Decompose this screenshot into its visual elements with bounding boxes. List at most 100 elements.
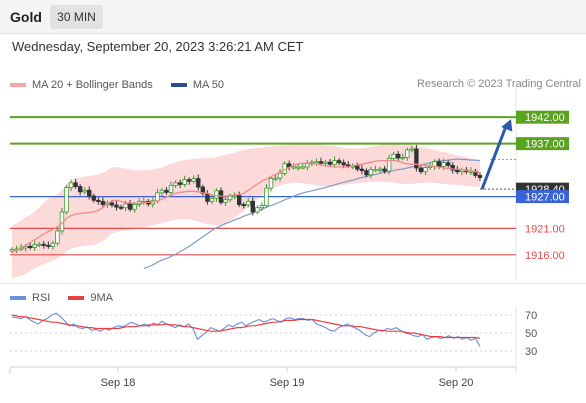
- candle-body: [414, 148, 419, 169]
- candle-body: [382, 168, 387, 172]
- level-tag-1937.00: [516, 137, 569, 151]
- candle-body: [46, 244, 51, 247]
- candle-body: [27, 245, 33, 248]
- candle-body: [164, 189, 169, 193]
- candles: [9, 144, 483, 254]
- candle-body: [9, 249, 15, 252]
- candle-body: [68, 182, 74, 188]
- legend-rsi: RSI: [10, 292, 50, 304]
- candle-body: [127, 203, 133, 210]
- candle-body: [341, 162, 346, 166]
- candle-body: [223, 199, 228, 203]
- rsi-tick-70: 70: [525, 310, 537, 322]
- ma20-swatch: [10, 83, 26, 87]
- candle-body: [391, 153, 396, 159]
- candle-body: [386, 158, 392, 172]
- candle-body: [55, 230, 60, 244]
- candle-body: [37, 243, 42, 246]
- candle-body: [273, 177, 278, 180]
- candle-body: [268, 178, 274, 189]
- candle-body: [441, 162, 446, 167]
- legend-ma50-label: MA 50: [192, 79, 225, 91]
- candle-body: [277, 172, 283, 179]
- candle-body: [205, 193, 210, 202]
- candle-body: [364, 170, 369, 176]
- rsi-legend: RSI 9MA: [10, 291, 128, 304]
- candle-body: [96, 199, 101, 202]
- candle-body: [409, 148, 415, 151]
- candle-body: [32, 244, 37, 248]
- level-label-1921.00: 1921.00: [525, 223, 565, 235]
- candle-body: [450, 164, 455, 171]
- legend-ma20: MA 20 + Bollinger Bands: [10, 79, 153, 91]
- level-label-1937.00: 1937.00: [525, 139, 565, 151]
- projection-arrow-head: [501, 119, 513, 132]
- candle-body: [355, 165, 360, 170]
- level-tag-1942.00: [516, 110, 569, 124]
- candle-body: [423, 167, 428, 173]
- candle-body: [100, 200, 106, 205]
- candle-body: [405, 149, 410, 158]
- rsi-ma-line: [11, 314, 481, 339]
- candle-body: [109, 202, 115, 206]
- candle-body: [168, 185, 174, 193]
- candle-body: [227, 195, 233, 201]
- rsi-tick-50: 50: [525, 328, 537, 340]
- candle-body: [87, 189, 92, 197]
- candle-body: [255, 207, 260, 213]
- instrument-title: Gold: [10, 9, 42, 25]
- candle-body: [314, 161, 319, 164]
- legend-ma50: MA 50: [170, 79, 225, 91]
- projection-arrow-shaft: [480, 125, 508, 190]
- level-label-1927.00: 1927.00: [525, 192, 565, 204]
- candle-body: [296, 166, 301, 169]
- candle-body: [477, 175, 483, 178]
- candle-body: [436, 161, 442, 167]
- legend-rsi-label: RSI: [32, 292, 51, 304]
- candle-body: [377, 168, 383, 171]
- candle-body: [241, 204, 246, 207]
- candle-body: [132, 204, 137, 210]
- candle-body: [400, 157, 405, 160]
- candle-body: [50, 242, 56, 247]
- candle-body: [209, 197, 215, 202]
- candle-body: [196, 178, 201, 188]
- candle-body: [346, 164, 351, 167]
- time-label-Sep 19: Sep 19: [270, 377, 305, 389]
- legend-9ma: 9MA: [68, 292, 113, 304]
- timeframe-button[interactable]: 30 MIN: [50, 5, 103, 29]
- ma20-line: [11, 159, 481, 253]
- candle-body: [23, 245, 28, 249]
- rsi-tick-30: 30: [525, 346, 537, 358]
- candle-body: [373, 169, 378, 172]
- candle-body: [177, 182, 183, 185]
- candle-body: [77, 186, 83, 193]
- rsi-ma-swatch: [68, 296, 85, 300]
- candle-body: [264, 187, 269, 206]
- candle-body: [236, 195, 242, 205]
- candle-body: [246, 200, 251, 206]
- ma50-line: [143, 158, 481, 270]
- chart-legend: MA 20 + Bollinger Bands MA 50: [10, 78, 239, 91]
- ma50-swatch: [170, 83, 187, 87]
- candle-body: [323, 161, 328, 164]
- candle-body: [418, 167, 424, 173]
- candle-body: [327, 161, 333, 165]
- toolbar: Gold 30 MIN: [0, 0, 586, 34]
- candle-body: [123, 203, 128, 209]
- timestamp: Wednesday, September 20, 2023 3:26:21 AM…: [12, 39, 304, 54]
- candle-body: [305, 163, 310, 168]
- rsi-swatch: [10, 296, 26, 300]
- level-tag-1927.00: [516, 190, 569, 204]
- candle-body: [159, 189, 165, 194]
- candle-body: [118, 206, 124, 209]
- candle-body: [91, 195, 96, 201]
- candle-body: [250, 200, 256, 213]
- candle-body: [318, 161, 324, 164]
- level-label-1916.00: 1916.00: [525, 250, 565, 262]
- candle-body: [41, 243, 47, 246]
- candle-body: [455, 169, 460, 173]
- candle-body: [114, 204, 119, 208]
- candle-body: [336, 160, 342, 164]
